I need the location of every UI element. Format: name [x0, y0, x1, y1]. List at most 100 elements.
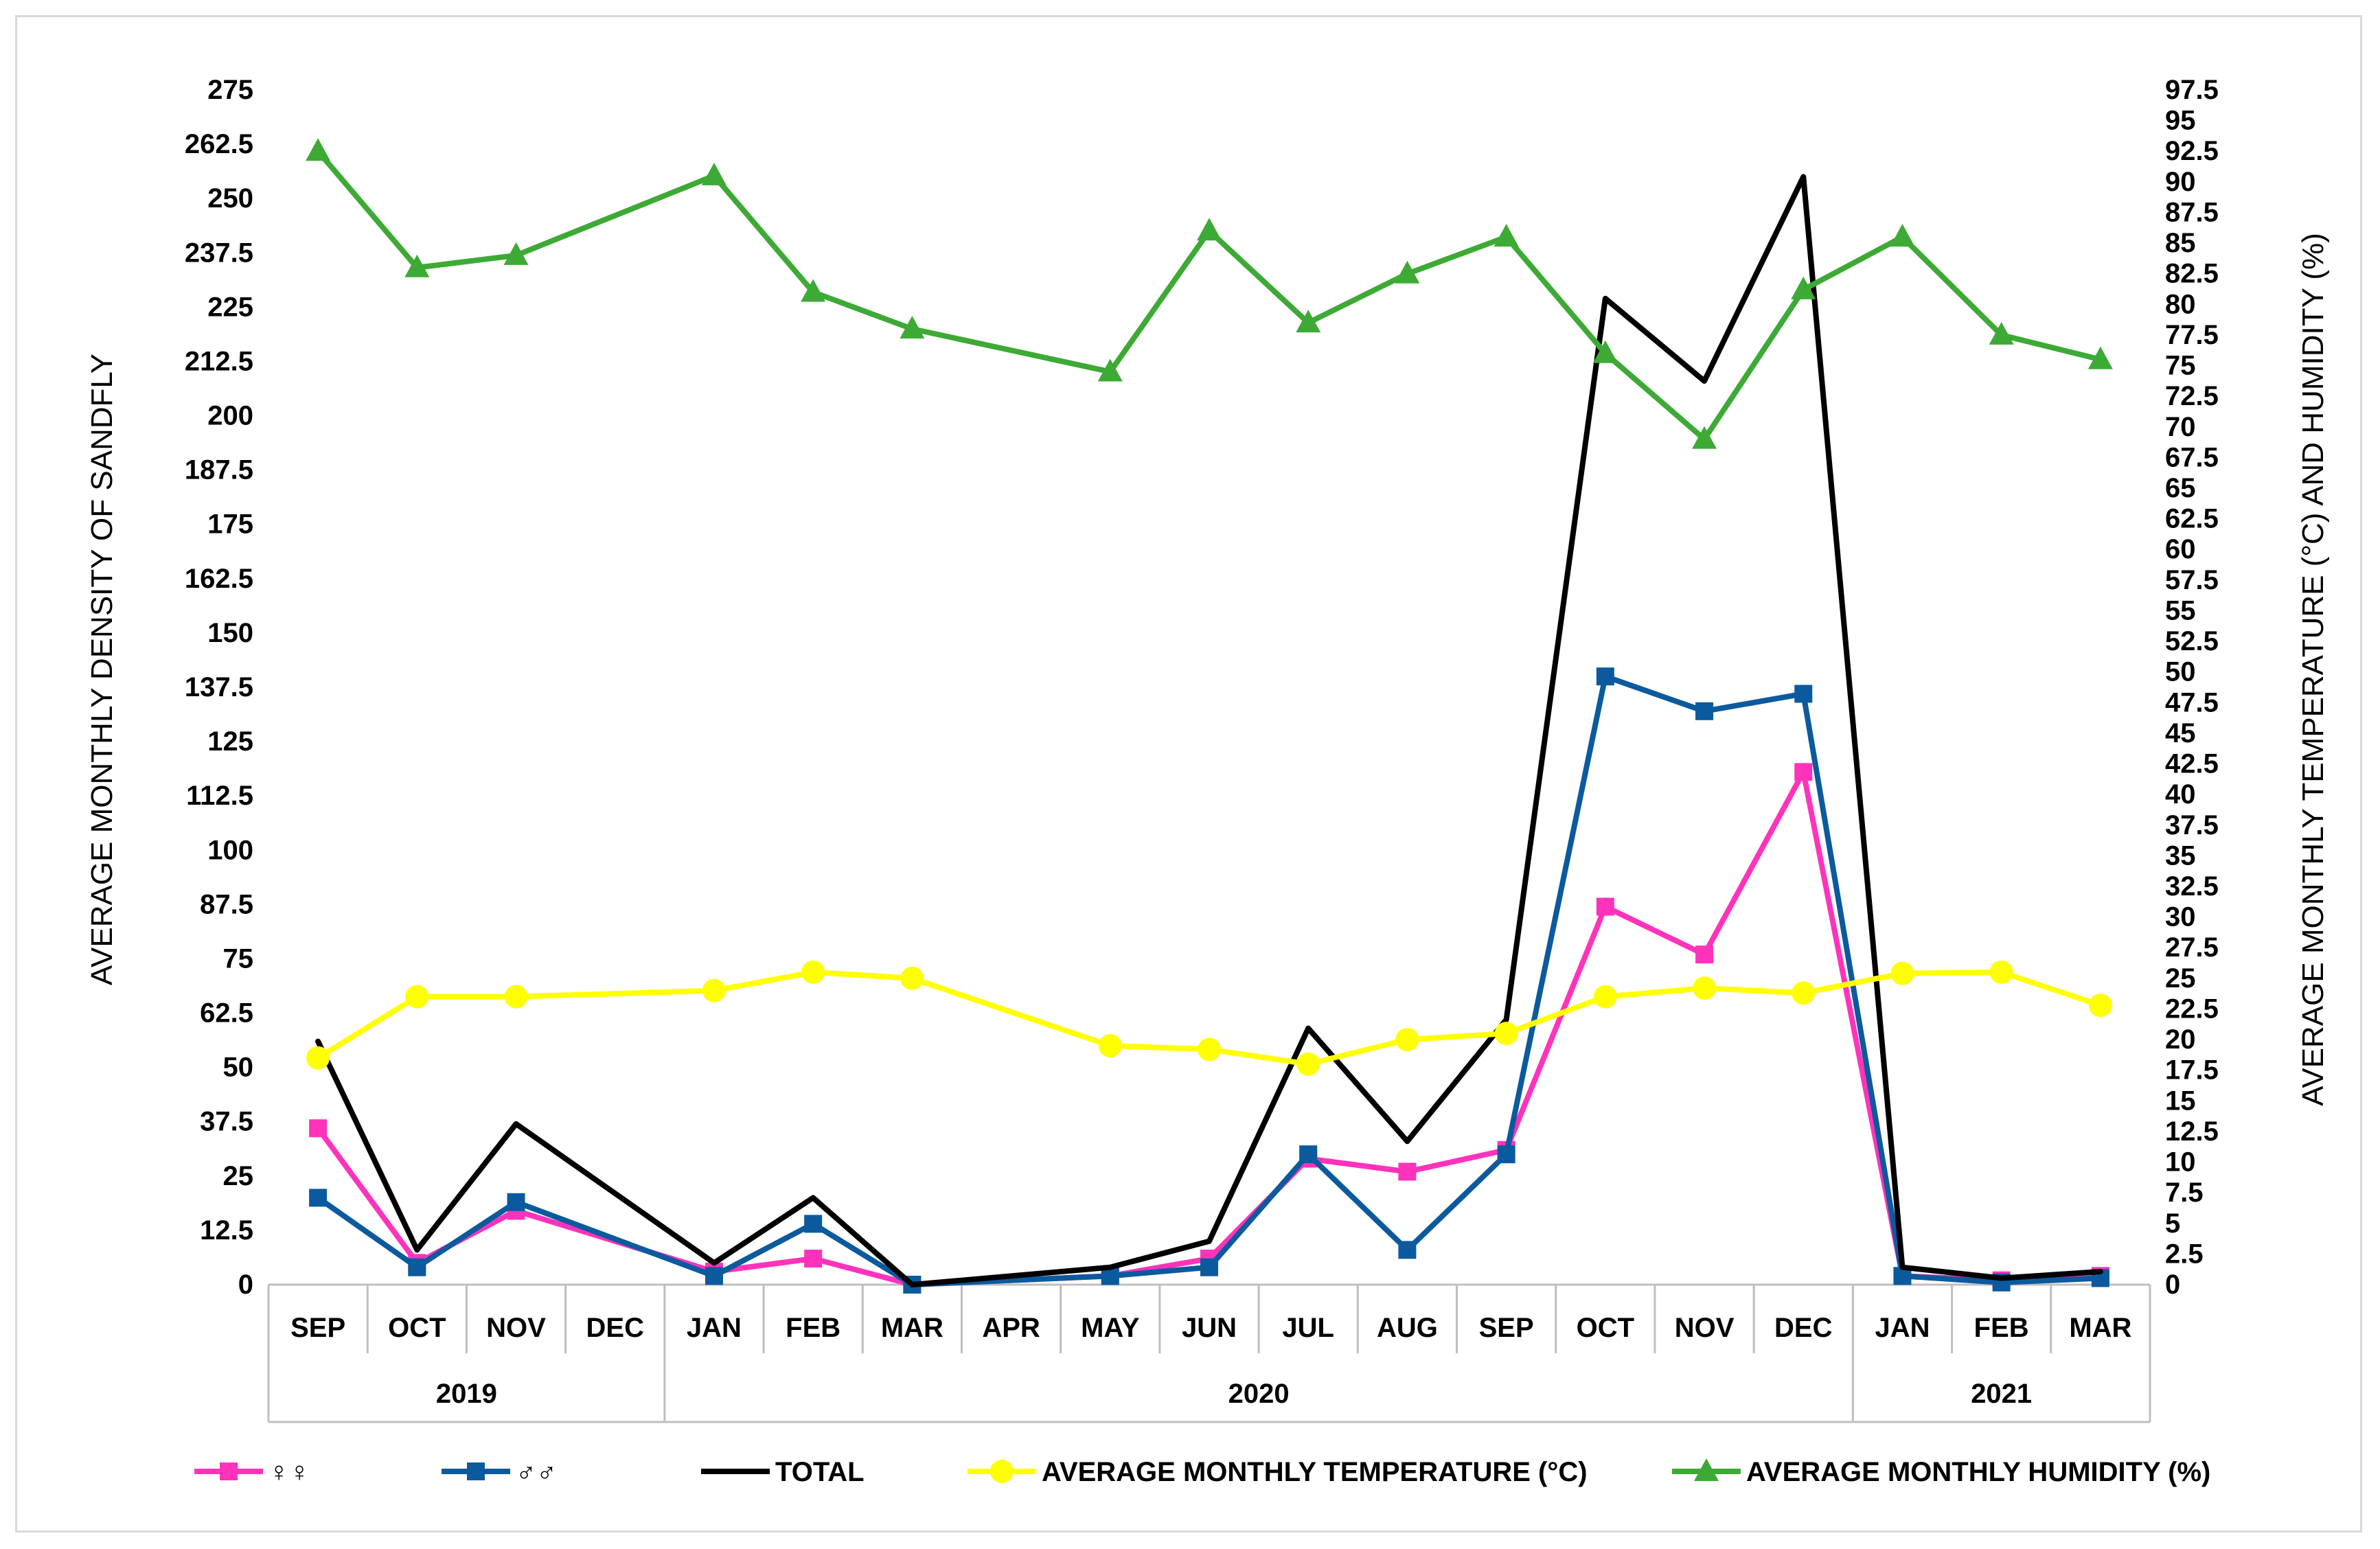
right-axis-title: AVERAGE MONTHLY TEMPERATURE (°C) AND HUM… [2296, 233, 2330, 1106]
right-tick-label: 25 [2165, 963, 2196, 994]
series-3-point [1098, 1034, 1122, 1057]
right-tick-label: 0 [2165, 1270, 2180, 1300]
left-tick-label: 250 [207, 183, 253, 214]
legend-label: AVERAGE MONTHLY TEMPERATURE (°C) [1042, 1457, 1588, 1487]
series-4-point [1692, 426, 1717, 449]
series-1-point [408, 1258, 426, 1276]
x-tick-label: AUG [1377, 1313, 1438, 1343]
right-tick-label: 17.5 [2165, 1055, 2219, 1086]
right-tick-label: 87.5 [2165, 197, 2219, 227]
series-1-point [1794, 685, 1813, 703]
right-tick-label: 2.5 [2165, 1239, 2204, 1269]
x-tick-label: MAR [881, 1313, 943, 1343]
series-4-point [503, 242, 529, 265]
right-tick-label: 57.5 [2165, 565, 2219, 595]
series-4-point [2087, 346, 2113, 369]
series-1-point [804, 1215, 823, 1233]
right-tick-label: 42.5 [2165, 749, 2219, 779]
series-0-point [1398, 1162, 1417, 1181]
right-tick-label: 75 [2165, 351, 2196, 381]
left-tick-label: 200 [207, 401, 253, 431]
right-tick-label: 90 [2165, 167, 2196, 197]
right-tick-label: 70 [2165, 412, 2196, 442]
axes-layer: 012.52537.55062.57587.5100112.5125137.51… [185, 75, 2219, 1423]
right-tick-label: 77.5 [2165, 320, 2219, 350]
series-3-point [405, 985, 429, 1009]
series-0-point [1695, 945, 1714, 964]
series-3-point [1296, 1052, 1320, 1076]
series-1-point [1596, 667, 1614, 686]
legend-label: ♂♂ [516, 1457, 557, 1487]
right-tick-label: 82.5 [2165, 259, 2219, 289]
left-tick-label: 150 [207, 618, 253, 648]
right-tick-label: 5 [2165, 1208, 2180, 1239]
left-tick-label: 112.5 [186, 781, 253, 811]
x-tick-label: NOV [1675, 1313, 1735, 1343]
chart-frame: 0 12.5 25 37.5 50 62.5 75 87.5 100 112.5 125 137.5 1… [15, 15, 2362, 1533]
series-4-point [900, 316, 925, 339]
x-year-label: 2021 [1971, 1379, 2032, 1409]
series-3-point [1890, 961, 1914, 985]
series-4-point [1989, 321, 2014, 345]
series-3-point [1693, 976, 1717, 1000]
series-1-point [1695, 702, 1714, 720]
x-tick-label: APR [982, 1313, 1040, 1343]
series-0-point [804, 1250, 823, 1268]
x-tick-label: DEC [586, 1313, 644, 1343]
series-4-point [701, 162, 726, 185]
series-3-point [1792, 981, 1816, 1005]
right-tick-label: 15 [2165, 1086, 2196, 1116]
x-tick-label: MAY [1081, 1313, 1140, 1343]
left-tick-label: 212.5 [185, 346, 253, 376]
series-line-2 [315, 174, 2103, 1287]
right-tick-label: 62.5 [2165, 504, 2219, 534]
series-3-point [1198, 1037, 1221, 1062]
right-tick-label: 40 [2165, 779, 2196, 810]
chart-svg: 012.52537.55062.57587.5100112.5125137.51… [85, 75, 2330, 1487]
series-3-point [801, 960, 825, 984]
right-tick-label: 65 [2165, 473, 2196, 503]
x-tick-label: DEC [1774, 1313, 1832, 1343]
series-1-point [1200, 1258, 1218, 1276]
left-tick-label: 187.5 [185, 455, 253, 485]
left-tick-label: 275 [207, 75, 253, 105]
right-tick-label: 67.5 [2165, 442, 2219, 472]
x-year-label: 2020 [1228, 1379, 1290, 1409]
right-tick-label: 52.5 [2165, 626, 2219, 656]
right-tick-label: 27.5 [2165, 932, 2219, 963]
series-1-point [1299, 1145, 1318, 1164]
series-4-point [1494, 224, 1519, 247]
series-line-0 [315, 769, 2103, 1287]
right-tick-label: 12.5 [2165, 1116, 2219, 1147]
right-tick-label: 45 [2165, 718, 2196, 748]
right-tick-label: 60 [2165, 534, 2196, 564]
series-3-point [2088, 994, 2112, 1018]
left-tick-label: 25 [223, 1161, 254, 1191]
right-tick-label: 10 [2165, 1147, 2196, 1178]
series-4-point [404, 254, 430, 277]
left-tick-label: 50 [223, 1053, 254, 1083]
legend-swatch-marker [990, 1460, 1014, 1483]
x-tick-label: SEP [1479, 1313, 1534, 1343]
series-4-point [1395, 260, 1420, 284]
right-tick-label: 95 [2165, 106, 2196, 136]
series-4-point [1791, 276, 1816, 299]
series-3-point [702, 978, 726, 1002]
series-layer [306, 138, 2113, 1294]
x-tick-label: FEB [786, 1313, 840, 1343]
left-tick-label: 75 [223, 943, 254, 974]
series-0-point [1794, 763, 1813, 781]
left-tick-label: 12.5 [200, 1215, 253, 1246]
left-tick-label: 37.5 [200, 1107, 253, 1137]
left-tick-label: 162.5 [185, 564, 253, 594]
legend-label: ♀♀ [268, 1457, 310, 1487]
x-tick-label: OCT [1577, 1313, 1634, 1343]
left-tick-label: 175 [207, 509, 253, 540]
right-tick-label: 7.5 [2165, 1178, 2204, 1208]
x-tick-label: JUL [1282, 1313, 1334, 1343]
right-tick-label: 20 [2165, 1024, 2196, 1055]
x-tick-label: OCT [388, 1313, 446, 1343]
left-tick-label: 125 [207, 726, 253, 757]
legend-layer: ♀♀ ♂♂ TOTAL AVERAGE MONTHLY TEMPERATURE (°C… [194, 1457, 2210, 1487]
series-3-point [900, 966, 924, 990]
